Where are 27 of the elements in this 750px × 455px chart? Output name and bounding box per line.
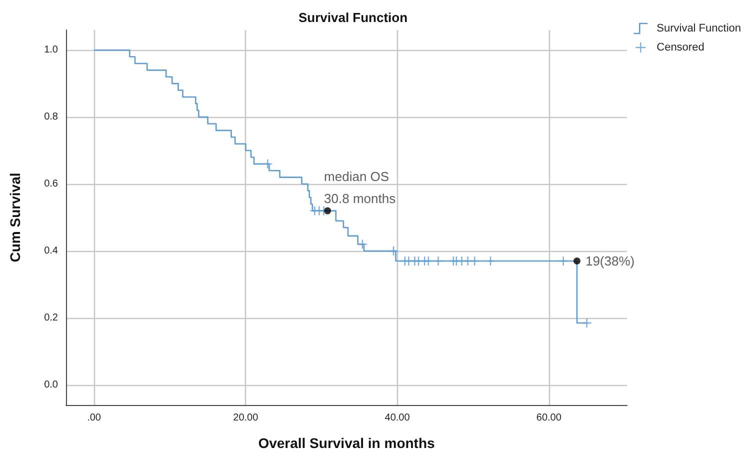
point — [388, 246, 399, 256]
point — [582, 318, 592, 328]
point — [423, 256, 434, 266]
point — [462, 256, 473, 266]
annotation: median OS 30.8 months — [324, 168, 396, 206]
y-tick-label: 1.0 — [44, 44, 58, 56]
point — [433, 256, 444, 266]
point — [470, 256, 480, 266]
legend-label: Survival Function — [656, 22, 742, 34]
point — [262, 158, 273, 170]
x-axis-title: Overall Survival in months — [258, 435, 436, 451]
y-tick-label: 0.0 — [44, 379, 58, 390]
y-axis-title: Cum Survival — [7, 172, 23, 262]
chart-title: Survival Function — [298, 10, 408, 25]
y-tick-label: 0.2 — [44, 312, 58, 324]
point — [485, 256, 496, 266]
legend-label: Censored — [656, 42, 704, 54]
y-tick-label: 0.6 — [44, 178, 58, 190]
point — [357, 239, 368, 250]
x-tick-label: 60.00 — [536, 412, 562, 424]
x-tick-label: .00 — [87, 412, 102, 424]
annotation: 19(38%) — [585, 254, 635, 269]
y-tick-label: 0.4 — [44, 245, 58, 256]
x-tick-label: 40.00 — [384, 412, 410, 424]
point — [558, 256, 568, 266]
y-tick-label: 0.8 — [44, 112, 58, 123]
x-tick-label: 20.00 — [233, 412, 259, 424]
